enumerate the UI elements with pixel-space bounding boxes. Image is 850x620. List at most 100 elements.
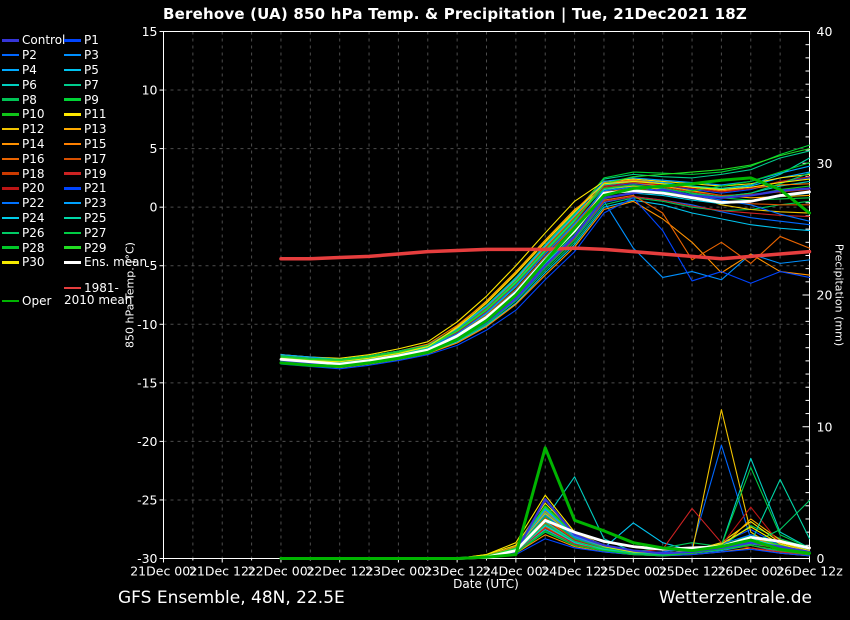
site-credit: Wetterzentrale.de [658, 588, 812, 608]
legend-item-p17: P17 [64, 153, 140, 165]
model-location-label: GFS Ensemble, 48N, 22.5E [118, 588, 345, 608]
legend-label: P9 [84, 92, 99, 107]
legend-label: P18 [22, 166, 45, 181]
date-tick-label: 22Dec 00z [248, 564, 315, 579]
legend-swatch [2, 142, 19, 146]
date-tick-label: 26Dec 00z [717, 564, 784, 579]
legend-label: Ens. mean [84, 255, 148, 270]
legend-label: P26 [22, 225, 45, 240]
legend-label: P27 [84, 225, 107, 240]
legend-swatch [64, 53, 81, 57]
date-tick-label: 21Dec 00z [130, 564, 197, 579]
temp-tick-label: 15 [142, 24, 158, 39]
legend-label: P16 [22, 151, 45, 166]
legend-label: P8 [22, 92, 37, 107]
temp-tick-label: 5 [150, 141, 158, 156]
legend-swatch [2, 39, 19, 42]
legend-label: P19 [84, 166, 107, 181]
legend-swatch [64, 246, 81, 249]
legend-item-p24: P24 [2, 212, 64, 224]
legend-swatch [2, 261, 19, 264]
legend-item-p14: P14 [2, 138, 64, 150]
legend-swatch [64, 231, 81, 234]
temp-line-p21 [280, 197, 811, 370]
temp-tick-label: -20 [137, 434, 157, 449]
legend-item-p10: P10 [2, 108, 64, 120]
legend-swatch [64, 201, 81, 205]
legend-label: P24 [22, 210, 45, 225]
legend-item-p1: P1 [64, 34, 140, 46]
precip-tick-label: 10 [817, 419, 833, 434]
legend-swatch [2, 216, 19, 220]
legend-item-p28: P28 [2, 242, 64, 254]
date-tick-label: 23Dec 00z [365, 564, 432, 579]
legend-item-p4: P4 [2, 64, 64, 76]
legend-swatch [2, 187, 19, 190]
legend-item-p8: P8 [2, 94, 64, 106]
temp-tick-label: -30 [137, 551, 157, 566]
precip-tick-label: 0 [817, 551, 825, 566]
legend-label: P23 [84, 196, 107, 211]
legend-swatch [64, 113, 81, 116]
legend-item-p23: P23 [64, 197, 140, 209]
legend-item-ens-mean: Ens. mean [64, 256, 147, 268]
legend-item-1981-2010-mean: 1981-2010 mean [64, 282, 140, 307]
legend-item-p11: P11 [64, 108, 140, 120]
legend-swatch [64, 157, 81, 160]
precip-tick-label: 20 [817, 288, 833, 303]
legend-swatch [64, 83, 81, 86]
temp-tick-label: -10 [137, 317, 157, 332]
legend-label: P5 [84, 62, 99, 77]
ensemble-legend: Control P1 P2 P3 P4 P5 P6 P7 P8 P9 P10 P11 P12 P13 P14… [2, 33, 147, 307]
legend-item-p16: P16 [2, 153, 64, 165]
legend-label: P1 [84, 33, 99, 48]
legend-item-p25: P25 [64, 212, 140, 224]
legend-swatch [2, 53, 19, 57]
legend-item-p26: P26 [2, 227, 64, 239]
date-tick-label: 26Dec 12z [776, 564, 843, 579]
legend-label: P30 [22, 255, 45, 270]
legend-label: P14 [22, 136, 45, 151]
legend-swatch [2, 157, 19, 160]
date-tick-label: 23Dec 12z [424, 564, 491, 579]
date-tick-label: 25Dec 12z [659, 564, 726, 579]
legend-swatch [64, 261, 81, 264]
date-tick-label: 21Dec 12z [189, 564, 256, 579]
legend-item-p18: P18 [2, 168, 64, 180]
temp-line-oper [279, 176, 811, 368]
precip-tick-label: 30 [817, 156, 833, 171]
legend-item-p9: P9 [64, 94, 140, 106]
temp-tick-label: -15 [137, 375, 157, 390]
date-tick-label: 22Dec 12z [306, 564, 373, 579]
temp-line-p29 [280, 148, 811, 362]
legend-label: P3 [84, 48, 99, 63]
legend-swatch [64, 68, 81, 72]
legend-swatch [2, 172, 19, 175]
legend-item-p6: P6 [2, 79, 64, 91]
legend-item-p7: P7 [64, 79, 140, 91]
legend-swatch [2, 113, 19, 116]
date-tick-label: 24Dec 00z [483, 564, 550, 579]
legend-item-control: Control [2, 33, 66, 48]
legend-item-p30: P30 [2, 256, 64, 268]
legend-label: Control [22, 33, 66, 48]
legend-item-oper: Oper [2, 295, 64, 307]
legend-item-p3: P3 [64, 49, 140, 61]
date-tick-label: 25Dec 00z [600, 564, 667, 579]
legend-label: P22 [22, 196, 45, 211]
legend-label: P13 [84, 122, 107, 137]
legend-swatch [64, 98, 81, 101]
temp-line-p30 [280, 178, 811, 363]
temp-line-p3 [280, 200, 811, 364]
legend-label: P20 [22, 181, 45, 196]
precip-tick-label: 40 [817, 24, 833, 39]
legend-item-p27: P27 [64, 227, 140, 239]
legend-label: P11 [84, 107, 107, 122]
date-tick-label: 24Dec 12z [541, 564, 608, 579]
precip-axis-title: Precipitation (mm) [832, 243, 846, 347]
legend-label: P28 [22, 240, 45, 255]
precip-line-oper [279, 446, 811, 560]
legend-swatch [2, 68, 19, 72]
